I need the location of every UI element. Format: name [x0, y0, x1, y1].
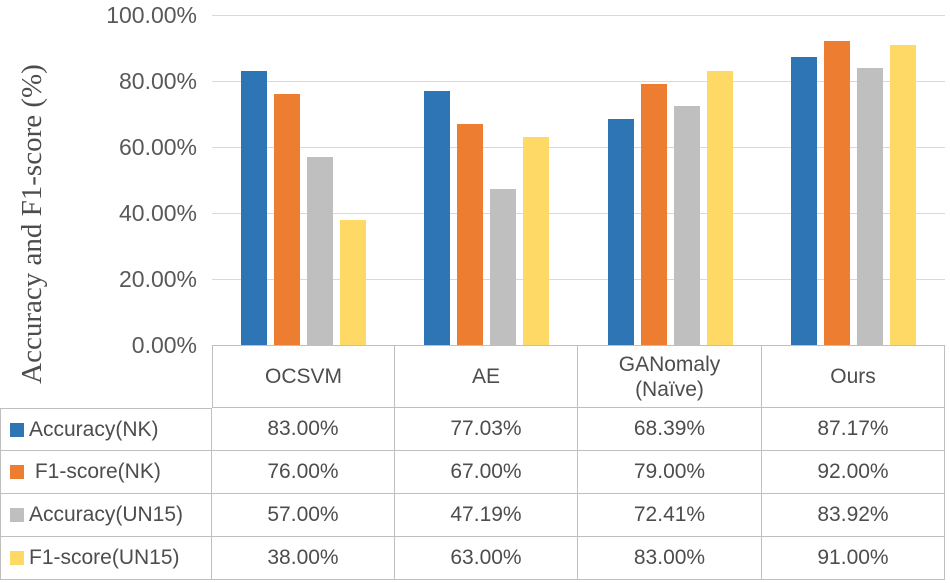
table-value-cell: 76.00%: [212, 451, 395, 494]
bar: [523, 137, 549, 345]
table-header-cell: OCSVM: [212, 345, 395, 408]
gridline: [212, 147, 945, 148]
y-axis-tick-label: 40.00%: [118, 200, 197, 226]
y-axis-tick-label: 20.00%: [118, 266, 197, 292]
bar: [824, 41, 850, 345]
legend-label: Accuracy(NK): [29, 417, 159, 441]
bar: [890, 45, 916, 345]
table-value-cell: 67.00%: [395, 451, 578, 494]
legend-label: F1-score(UN15): [29, 546, 180, 569]
gridline: [212, 213, 945, 214]
legend-swatch: [10, 465, 24, 479]
gridline: [212, 279, 945, 280]
bar: [641, 84, 667, 345]
legend-swatch: [10, 422, 24, 437]
legend-cell: F1-score(UN15): [0, 537, 212, 580]
bar: [490, 189, 516, 345]
table-header-cell: GANomaly (Naïve): [578, 345, 762, 408]
table-value-cell: 83.00%: [578, 537, 762, 580]
y-axis-tick-label: 0.00%: [131, 332, 197, 358]
bar: [707, 71, 733, 345]
table-value-cell: 87.17%: [762, 408, 945, 451]
bar: [791, 57, 817, 345]
table-value-cell: 77.03%: [395, 408, 578, 451]
table-value-cell: 91.00%: [762, 537, 945, 580]
bar: [241, 71, 267, 345]
bar: [457, 124, 483, 345]
table-value-cell: 68.39%: [578, 408, 762, 451]
table-value-cell: 72.41%: [578, 494, 762, 537]
y-axis-tick-label: 100.00%: [106, 2, 197, 28]
gridline: [212, 81, 945, 82]
bar: [274, 94, 300, 345]
table-value-cell: 47.19%: [395, 494, 578, 537]
table-value-cell: 38.00%: [212, 537, 395, 580]
gridline: [212, 15, 945, 16]
y-axis-tick-label: 80.00%: [118, 68, 197, 94]
table-value-cell: 63.00%: [395, 537, 578, 580]
legend-label: Accuracy(UN15): [29, 503, 184, 526]
table-header-cell: AE: [395, 345, 578, 408]
table-value-cell: 83.92%: [762, 494, 945, 537]
table-value-cell: 57.00%: [212, 494, 395, 537]
bar: [424, 91, 450, 345]
table-header-cell: Ours: [762, 345, 945, 408]
bar: [340, 220, 366, 345]
legend-cell: F1-score(NK): [0, 451, 212, 494]
table-value-cell: 83.00%: [212, 408, 395, 451]
legend-cell: Accuracy(UN15): [0, 494, 212, 537]
legend-swatch: [10, 508, 24, 522]
y-axis-title: Accuracy and F1-score (%): [16, 64, 48, 384]
legend-swatch: [10, 551, 24, 565]
legend-cell: Accuracy(NK): [0, 408, 212, 451]
table-value-cell: 79.00%: [578, 451, 762, 494]
bar: [608, 119, 634, 345]
table-value-cell: 92.00%: [762, 451, 945, 494]
bar: [857, 68, 883, 345]
legend-label: F1-score(NK): [29, 460, 161, 483]
bar: [674, 106, 700, 345]
y-axis-tick-label: 60.00%: [118, 134, 197, 160]
bar: [307, 157, 333, 345]
